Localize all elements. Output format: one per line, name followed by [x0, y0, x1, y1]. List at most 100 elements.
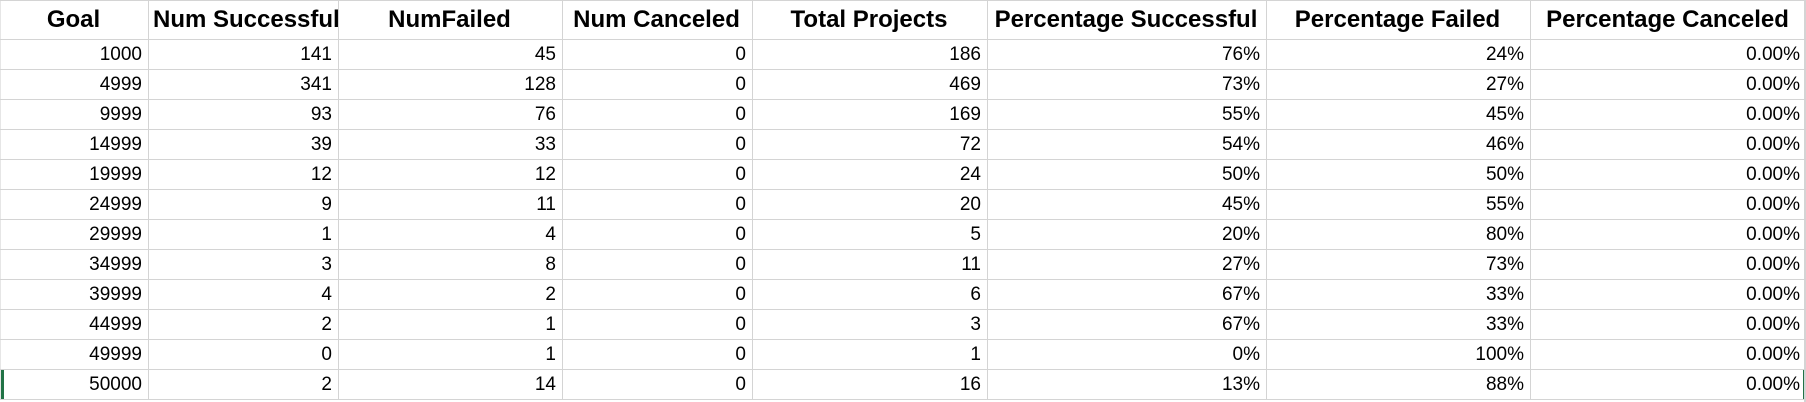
cell-goal[interactable]: 44999 [0, 309, 149, 340]
cell-percentage-successful[interactable]: 45% [987, 189, 1267, 220]
cell-goal[interactable]: 29999 [0, 219, 149, 250]
header-cell-num-canceled[interactable]: Num Canceled [562, 0, 753, 40]
header-cell-num-failed[interactable]: NumFailed [338, 0, 563, 40]
cell-num-successful[interactable]: 12 [148, 159, 339, 190]
cell-total-projects[interactable]: 20 [752, 189, 988, 220]
cell-total-projects[interactable]: 1 [752, 339, 988, 370]
cell-percentage-successful[interactable]: 27% [987, 249, 1267, 280]
cell-num-failed[interactable]: 1 [338, 339, 563, 370]
cell-num-failed[interactable]: 1 [338, 309, 563, 340]
cell-percentage-failed[interactable]: 100% [1266, 339, 1531, 370]
cell-num-failed[interactable]: 76 [338, 99, 563, 130]
cell-percentage-failed[interactable]: 46% [1266, 129, 1531, 160]
cell-num-canceled[interactable]: 0 [562, 309, 753, 340]
cell-num-successful[interactable]: 341 [148, 69, 339, 100]
cell-num-canceled[interactable]: 0 [562, 339, 753, 370]
cell-num-canceled[interactable]: 0 [562, 39, 753, 70]
cell-num-successful[interactable]: 3 [148, 249, 339, 280]
cell-total-projects[interactable]: 169 [752, 99, 988, 130]
header-cell-percentage-failed[interactable]: Percentage Failed [1266, 0, 1531, 40]
cell-total-projects[interactable]: 5 [752, 219, 988, 250]
cell-num-failed[interactable]: 14 [338, 369, 563, 400]
header-cell-num-successful[interactable]: Num Successful [148, 0, 339, 40]
cell-num-successful[interactable]: 1 [148, 219, 339, 250]
cell-num-failed[interactable]: 45 [338, 39, 563, 70]
cell-num-successful[interactable]: 141 [148, 39, 339, 70]
cell-num-successful[interactable]: 4 [148, 279, 339, 310]
cell-percentage-canceled[interactable]: 0.00% [1530, 279, 1806, 310]
cell-num-successful[interactable]: 0 [148, 339, 339, 370]
cell-goal[interactable]: 1000 [0, 39, 149, 70]
cell-percentage-successful[interactable]: 67% [987, 279, 1267, 310]
cell-percentage-canceled[interactable]: 0.00% [1530, 369, 1806, 400]
cell-percentage-failed[interactable]: 24% [1266, 39, 1531, 70]
cell-percentage-canceled[interactable]: 0.00% [1530, 189, 1806, 220]
cell-percentage-successful[interactable]: 76% [987, 39, 1267, 70]
cell-percentage-successful[interactable]: 20% [987, 219, 1267, 250]
cell-percentage-failed[interactable]: 80% [1266, 219, 1531, 250]
cell-num-failed[interactable]: 11 [338, 189, 563, 220]
cell-num-canceled[interactable]: 0 [562, 369, 753, 400]
cell-goal[interactable]: 39999 [0, 279, 149, 310]
cell-num-successful[interactable]: 93 [148, 99, 339, 130]
cell-total-projects[interactable]: 186 [752, 39, 988, 70]
cell-num-failed[interactable]: 2 [338, 279, 563, 310]
cell-total-projects[interactable]: 11 [752, 249, 988, 280]
cell-total-projects[interactable]: 16 [752, 369, 988, 400]
cell-num-successful[interactable]: 2 [148, 369, 339, 400]
cell-num-failed[interactable]: 12 [338, 159, 563, 190]
cell-num-canceled[interactable]: 0 [562, 189, 753, 220]
cell-percentage-failed[interactable]: 27% [1266, 69, 1531, 100]
cell-num-failed[interactable]: 4 [338, 219, 563, 250]
header-cell-goal[interactable]: Goal [0, 0, 149, 40]
cell-num-successful[interactable]: 39 [148, 129, 339, 160]
cell-percentage-canceled[interactable]: 0.00% [1530, 69, 1806, 100]
cell-percentage-canceled[interactable]: 0.00% [1530, 309, 1806, 340]
cell-percentage-successful[interactable]: 13% [987, 369, 1267, 400]
cell-num-canceled[interactable]: 0 [562, 279, 753, 310]
cell-num-canceled[interactable]: 0 [562, 249, 753, 280]
cell-percentage-failed[interactable]: 45% [1266, 99, 1531, 130]
cell-percentage-successful[interactable]: 0% [987, 339, 1267, 370]
cell-percentage-canceled[interactable]: 0.00% [1530, 219, 1806, 250]
header-cell-total-projects[interactable]: Total Projects [752, 0, 988, 40]
cell-goal[interactable]: 9999 [0, 99, 149, 130]
cell-percentage-successful[interactable]: 50% [987, 159, 1267, 190]
cell-percentage-successful[interactable]: 67% [987, 309, 1267, 340]
cell-percentage-failed[interactable]: 33% [1266, 309, 1531, 340]
cell-num-canceled[interactable]: 0 [562, 129, 753, 160]
cell-percentage-canceled[interactable]: 0.00% [1530, 249, 1806, 280]
cell-goal[interactable]: 34999 [0, 249, 149, 280]
cell-percentage-failed[interactable]: 33% [1266, 279, 1531, 310]
cell-goal[interactable]: 4999 [0, 69, 149, 100]
cell-percentage-failed[interactable]: 73% [1266, 249, 1531, 280]
cell-total-projects[interactable]: 72 [752, 129, 988, 160]
cell-total-projects[interactable]: 6 [752, 279, 988, 310]
cell-num-successful[interactable]: 2 [148, 309, 339, 340]
cell-goal[interactable]: 24999 [0, 189, 149, 220]
cell-percentage-failed[interactable]: 55% [1266, 189, 1531, 220]
cell-percentage-failed[interactable]: 50% [1266, 159, 1531, 190]
cell-total-projects[interactable]: 469 [752, 69, 988, 100]
cell-percentage-canceled[interactable]: 0.00% [1530, 39, 1806, 70]
cell-percentage-canceled[interactable]: 0.00% [1530, 159, 1806, 190]
cell-num-canceled[interactable]: 0 [562, 219, 753, 250]
cell-percentage-canceled[interactable]: 0.00% [1530, 99, 1806, 130]
cell-goal[interactable]: 50000 [0, 369, 149, 400]
cell-goal[interactable]: 49999 [0, 339, 149, 370]
cell-goal[interactable]: 14999 [0, 129, 149, 160]
cell-num-canceled[interactable]: 0 [562, 159, 753, 190]
cell-total-projects[interactable]: 3 [752, 309, 988, 340]
cell-percentage-successful[interactable]: 55% [987, 99, 1267, 130]
cell-total-projects[interactable]: 24 [752, 159, 988, 190]
cell-num-failed[interactable]: 33 [338, 129, 563, 160]
cell-num-successful[interactable]: 9 [148, 189, 339, 220]
cell-percentage-successful[interactable]: 73% [987, 69, 1267, 100]
header-cell-percentage-successful[interactable]: Percentage Successful [987, 0, 1267, 40]
cell-num-failed[interactable]: 8 [338, 249, 563, 280]
cell-num-failed[interactable]: 128 [338, 69, 563, 100]
cell-percentage-canceled[interactable]: 0.00% [1530, 339, 1806, 370]
cell-percentage-successful[interactable]: 54% [987, 129, 1267, 160]
cell-goal[interactable]: 19999 [0, 159, 149, 190]
cell-percentage-canceled[interactable]: 0.00% [1530, 129, 1806, 160]
